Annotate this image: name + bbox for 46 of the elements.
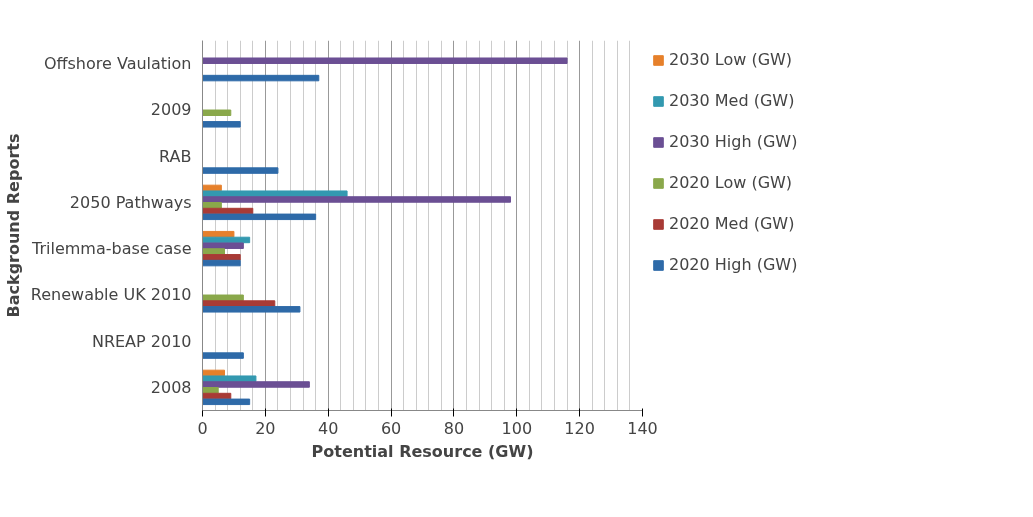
bar — [202, 57, 568, 64]
bar — [202, 300, 276, 307]
legend-label: 2030 Med (GW) — [669, 91, 795, 110]
bar — [202, 213, 317, 221]
bar — [202, 381, 310, 388]
x-tick-label: 80 — [443, 418, 465, 438]
bar — [202, 352, 244, 359]
y-tick-label: 2050 Pathways — [69, 192, 192, 212]
legend-label: 2020 High (GW) — [669, 255, 798, 274]
x-tick-label: 140 — [627, 418, 658, 438]
legend-label: 2020 Low (GW) — [669, 173, 793, 192]
x-tick-label: 120 — [564, 418, 595, 438]
y-tick-label: Renewable UK 2010 — [30, 285, 192, 305]
x-tick-label: 20 — [255, 418, 276, 438]
bar — [202, 74, 320, 82]
y-tick-label: RAB — [159, 146, 192, 166]
bar — [202, 375, 257, 382]
bar — [202, 248, 225, 255]
bar — [202, 306, 301, 313]
bar — [202, 167, 279, 174]
bar — [202, 121, 241, 128]
x-tick-label: 40 — [318, 418, 339, 438]
y-tick-label: 2008 — [150, 377, 192, 397]
bar — [202, 202, 222, 209]
y-axis-title: Background Reports — [3, 133, 23, 318]
bar — [202, 259, 241, 267]
bar — [202, 242, 244, 249]
y-tick-label: Trilemma-base case — [31, 239, 192, 259]
legend-label: 2020 Med (GW) — [669, 214, 795, 233]
bar — [202, 230, 235, 238]
bar — [202, 109, 232, 117]
x-tick-label: 0 — [197, 418, 208, 438]
legend-label: 2030 High (GW) — [669, 132, 798, 151]
x-tick-label: 100 — [501, 418, 533, 438]
bar — [202, 254, 241, 261]
bar — [202, 398, 251, 406]
bar — [202, 190, 348, 197]
bar — [202, 294, 244, 302]
x-tick-label: 60 — [380, 418, 402, 438]
x-axis-title: Potential Resource (GW) — [311, 441, 534, 461]
bar — [202, 387, 219, 394]
bar — [202, 196, 511, 203]
y-tick-label: 2009 — [150, 100, 192, 120]
y-tick-label: Offshore Vaulation — [43, 54, 192, 74]
y-tick-label: NREAP 2010 — [91, 331, 192, 351]
legend-label: 2030 Low (GW) — [669, 50, 793, 69]
